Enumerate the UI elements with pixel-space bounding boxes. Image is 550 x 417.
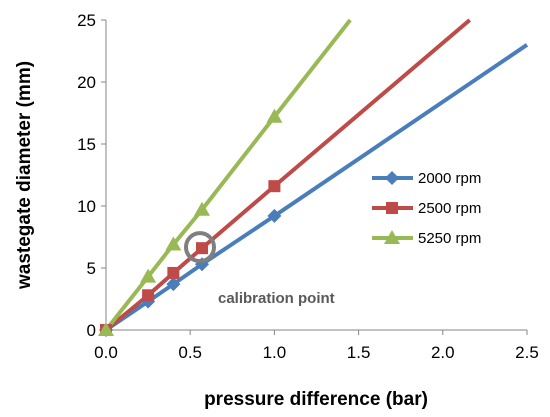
series-line-1 — [104, 18, 472, 332]
y-tick-label: 0 — [87, 321, 96, 340]
legend-marker-2000rpm — [385, 171, 399, 185]
series-line-2 — [104, 18, 352, 332]
data-point-triangle — [98, 322, 114, 336]
x-tick-label: 2.5 — [515, 343, 539, 362]
series-line-0 — [104, 43, 529, 332]
legend-label-2000rpm: 2000 rpm — [418, 170, 481, 187]
legend-marker — [384, 230, 400, 244]
annotation-layer — [183, 231, 216, 264]
x-tick-label: 0.0 — [94, 343, 118, 362]
annotation-calibration-point: calibration point — [218, 290, 335, 307]
y-axis-label: wastegate diameter (mm) — [14, 61, 35, 290]
data-point-diamond — [166, 277, 181, 292]
x-tick-label: 1.0 — [263, 343, 287, 362]
data-point-square — [167, 266, 180, 279]
legend-label-2500rpm: 2500 rpm — [418, 200, 481, 217]
legend-marker — [385, 171, 399, 185]
data-point-triangle — [266, 108, 283, 123]
legend-item-2000rpm: 2000 rpm — [372, 170, 481, 187]
data-point-square — [195, 242, 208, 255]
legend-item-5250rpm: 5250 rpm — [372, 230, 481, 247]
x-tick-label: 2.0 — [431, 343, 455, 362]
y-tick-label: 15 — [77, 135, 96, 154]
data-point-triangle — [140, 268, 157, 283]
legend-marker-5250rpm — [384, 230, 400, 244]
series-lines — [104, 18, 529, 332]
data-point-square — [142, 289, 155, 302]
data-point-diamond — [267, 208, 282, 223]
axes — [101, 19, 528, 335]
y-tick-label: 25 — [77, 11, 96, 30]
x-tick-label: 1.5 — [347, 343, 371, 362]
x-axis-label: pressure difference (bar) — [204, 389, 428, 410]
legend-marker-2500rpm — [386, 202, 398, 214]
data-point-triangle — [165, 236, 182, 251]
legend: 2000 rpm 2500 rpm 5250 rpm — [372, 170, 481, 247]
data-point-triangle — [193, 201, 210, 216]
legend-label-5250rpm: 5250 rpm — [418, 230, 481, 247]
y-tick-labels: 0 5 10 15 20 25 — [77, 11, 96, 340]
x-tick-label: 0.5 — [178, 343, 202, 362]
calibration-circle — [183, 231, 216, 264]
y-tick-label: 20 — [77, 73, 96, 92]
y-tick-label: 10 — [77, 197, 96, 216]
x-tick-labels: 0.0 0.5 1.0 1.5 2.0 2.5 — [94, 343, 539, 362]
y-tick-label: 5 — [87, 259, 96, 278]
legend-marker — [386, 202, 398, 214]
legend-item-2500rpm: 2500 rpm — [372, 200, 481, 217]
data-point-square — [268, 180, 281, 193]
